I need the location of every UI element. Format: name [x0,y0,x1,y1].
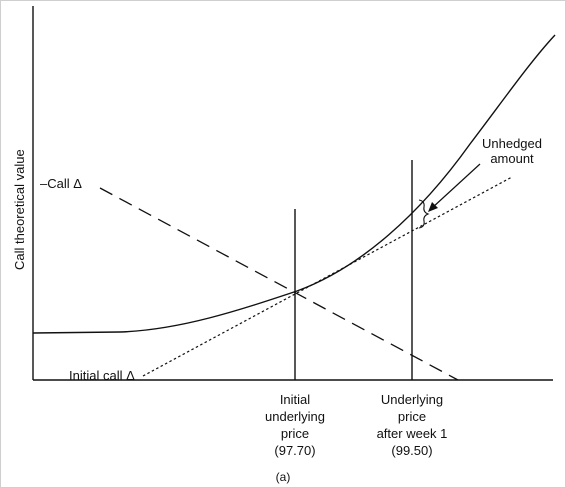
unhedged-amount-line2: amount [490,151,534,166]
week1-price-label-line: after week 1 [376,426,448,441]
week1-price-label-line: Underlying [380,392,444,407]
week1-price-label: Underlying price after week 1 (99.50) [357,391,467,459]
initial-price-label-line: price [280,426,310,441]
initial-price-label-line: (97.70) [274,443,316,458]
initial-call-delta-line [142,176,513,377]
call-value-curve [32,34,556,334]
unhedged-arrowhead [428,202,438,212]
panel-label: (a) [275,470,291,484]
initial-price-label-line: Initial [279,392,311,407]
neg-call-delta-label: –Call Δ [40,176,82,191]
unhedged-amount-label: Unhedged amount [476,136,548,166]
unhedged-amount-line1: Unhedged [482,136,542,151]
initial-call-delta-label: Initial call Δ [69,368,135,383]
initial-price-label: Initial underlying price (97.70) [245,391,345,459]
week1-price-label-line: price [397,409,427,424]
y-axis-label: Call theoretical value [12,149,27,270]
neg-call-delta-line [99,187,459,381]
unhedged-brace [418,199,430,229]
unhedged-arrow [431,163,481,209]
week1-price-label-line: (99.50) [391,443,433,458]
initial-price-label-line: underlying [265,409,325,424]
